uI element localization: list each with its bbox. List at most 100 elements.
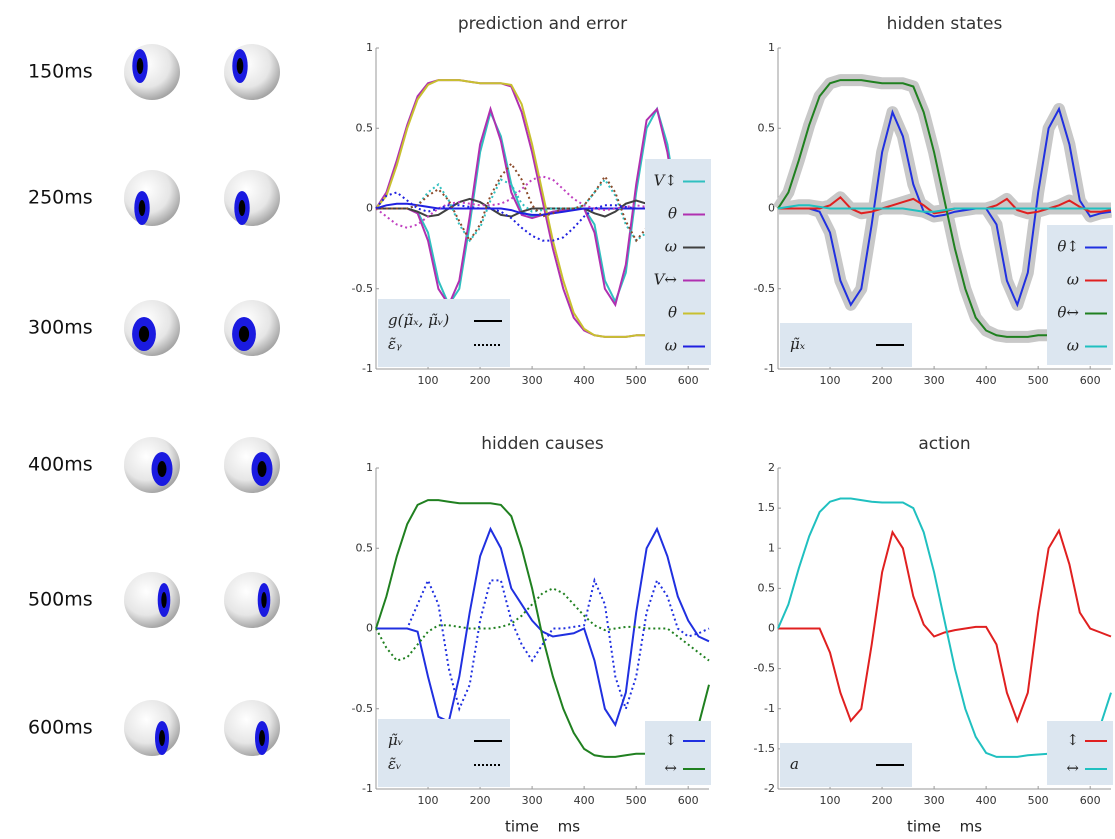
legend-label: ω bbox=[665, 337, 677, 355]
eyeball bbox=[124, 700, 180, 756]
y-tick-label: 1 bbox=[366, 41, 373, 54]
x-tick-label: 100 bbox=[820, 794, 841, 807]
chart-title: hidden states bbox=[887, 14, 1003, 34]
legend-label: θ↕ bbox=[1057, 238, 1079, 256]
frame-label: 300ms bbox=[28, 317, 93, 339]
y-tick-label: -2 bbox=[764, 782, 775, 795]
series-line bbox=[778, 106, 1112, 308]
eye bbox=[224, 700, 280, 756]
x-axis-label: time ms bbox=[907, 818, 982, 836]
eyeball bbox=[124, 572, 180, 628]
y-tick-label: 0.5 bbox=[758, 581, 776, 594]
x-tick-label: 300 bbox=[924, 794, 945, 807]
pupil bbox=[157, 461, 167, 477]
legend-label: V↕ bbox=[654, 172, 677, 190]
x-tick-label: 100 bbox=[418, 374, 439, 387]
eye bbox=[224, 572, 280, 628]
style-legend-label: ε̃ᵥ bbox=[388, 755, 402, 773]
y-tick-label: 0.5 bbox=[356, 121, 374, 134]
chart-title: hidden causes bbox=[481, 434, 604, 454]
series-line bbox=[376, 526, 710, 728]
frame-label: 600ms bbox=[28, 717, 93, 739]
eye bbox=[124, 170, 180, 226]
eye bbox=[124, 572, 180, 628]
y-tick-label: -0.5 bbox=[352, 702, 373, 715]
style-legend-label: μ̃ₓ bbox=[790, 335, 806, 353]
y-tick-label: -0.5 bbox=[754, 282, 775, 295]
y-tick-label: 0 bbox=[768, 622, 775, 635]
legend-box bbox=[645, 721, 711, 785]
x-tick-label: 100 bbox=[418, 794, 439, 807]
legend-label: ↕ bbox=[1066, 731, 1079, 749]
eye bbox=[224, 437, 280, 493]
pupil bbox=[259, 730, 265, 746]
frame-label: 400ms bbox=[28, 454, 93, 476]
eyeball bbox=[224, 700, 280, 756]
legend-label: ω bbox=[1067, 271, 1079, 289]
eyeball bbox=[224, 170, 280, 226]
pupil bbox=[261, 592, 267, 608]
y-tick-label: 1 bbox=[366, 461, 373, 474]
x-tick-label: 200 bbox=[470, 794, 491, 807]
eye bbox=[124, 700, 180, 756]
y-tick-label: 1 bbox=[768, 41, 775, 54]
legend-label: θ bbox=[668, 205, 677, 223]
legend-box bbox=[645, 159, 711, 365]
x-tick-label: 200 bbox=[470, 374, 491, 387]
x-tick-label: 400 bbox=[574, 374, 595, 387]
style-legend-box bbox=[378, 719, 510, 787]
legend-box bbox=[1047, 721, 1113, 785]
series-line bbox=[778, 528, 1112, 724]
series-line bbox=[778, 195, 1112, 215]
y-tick-label: 0.5 bbox=[356, 541, 374, 554]
pupil bbox=[238, 326, 250, 342]
style-legend-label: g(μ̃ₓ, μ̃ᵥ) bbox=[388, 311, 449, 329]
pupil bbox=[161, 592, 167, 608]
x-tick-label: 500 bbox=[1028, 794, 1049, 807]
x-tick-label: 100 bbox=[820, 374, 841, 387]
x-tick-label: 400 bbox=[574, 794, 595, 807]
style-legend-label: μ̃ᵥ bbox=[388, 731, 403, 749]
y-tick-label: -0.5 bbox=[352, 282, 373, 295]
y-tick-label: 2 bbox=[768, 461, 775, 474]
x-tick-label: 400 bbox=[976, 374, 997, 387]
legend-label: θ bbox=[668, 304, 677, 322]
x-axis-label: time ms bbox=[505, 818, 580, 836]
eye bbox=[124, 44, 180, 100]
x-tick-label: 200 bbox=[872, 374, 893, 387]
frame-label: 500ms bbox=[28, 589, 93, 611]
frame-label: 250ms bbox=[28, 187, 93, 209]
series-line bbox=[375, 587, 710, 662]
y-tick-label: 0 bbox=[366, 202, 373, 215]
style-legend-label: ε̃ᵧ bbox=[388, 335, 402, 353]
x-tick-label: 300 bbox=[924, 374, 945, 387]
series-line bbox=[375, 191, 709, 242]
legend-label: ω bbox=[665, 238, 677, 256]
eye bbox=[124, 300, 180, 356]
eyeball bbox=[124, 170, 180, 226]
x-tick-label: 400 bbox=[976, 794, 997, 807]
pupil bbox=[257, 461, 267, 477]
y-tick-label: 0 bbox=[366, 622, 373, 635]
x-tick-label: 300 bbox=[522, 374, 543, 387]
chart-title: action bbox=[918, 434, 970, 454]
style-legend-label: a bbox=[790, 755, 799, 773]
eyeball bbox=[124, 44, 180, 100]
y-tick-label: -1 bbox=[362, 782, 373, 795]
pupil bbox=[238, 200, 246, 216]
y-tick-label: -1 bbox=[764, 702, 775, 715]
pupil bbox=[236, 58, 244, 74]
eye bbox=[224, 44, 280, 100]
chart-title: prediction and error bbox=[458, 14, 627, 34]
x-tick-label: 500 bbox=[626, 794, 647, 807]
x-tick-label: 600 bbox=[1080, 794, 1101, 807]
eyeball bbox=[224, 44, 280, 100]
eyeball bbox=[224, 572, 280, 628]
y-tick-label: 1 bbox=[768, 541, 775, 554]
series-line bbox=[376, 577, 710, 713]
series-line bbox=[777, 204, 1111, 213]
y-tick-label: -1 bbox=[764, 362, 775, 375]
legend-label: ↔ bbox=[664, 759, 677, 777]
y-tick-label: 0.5 bbox=[758, 121, 776, 134]
